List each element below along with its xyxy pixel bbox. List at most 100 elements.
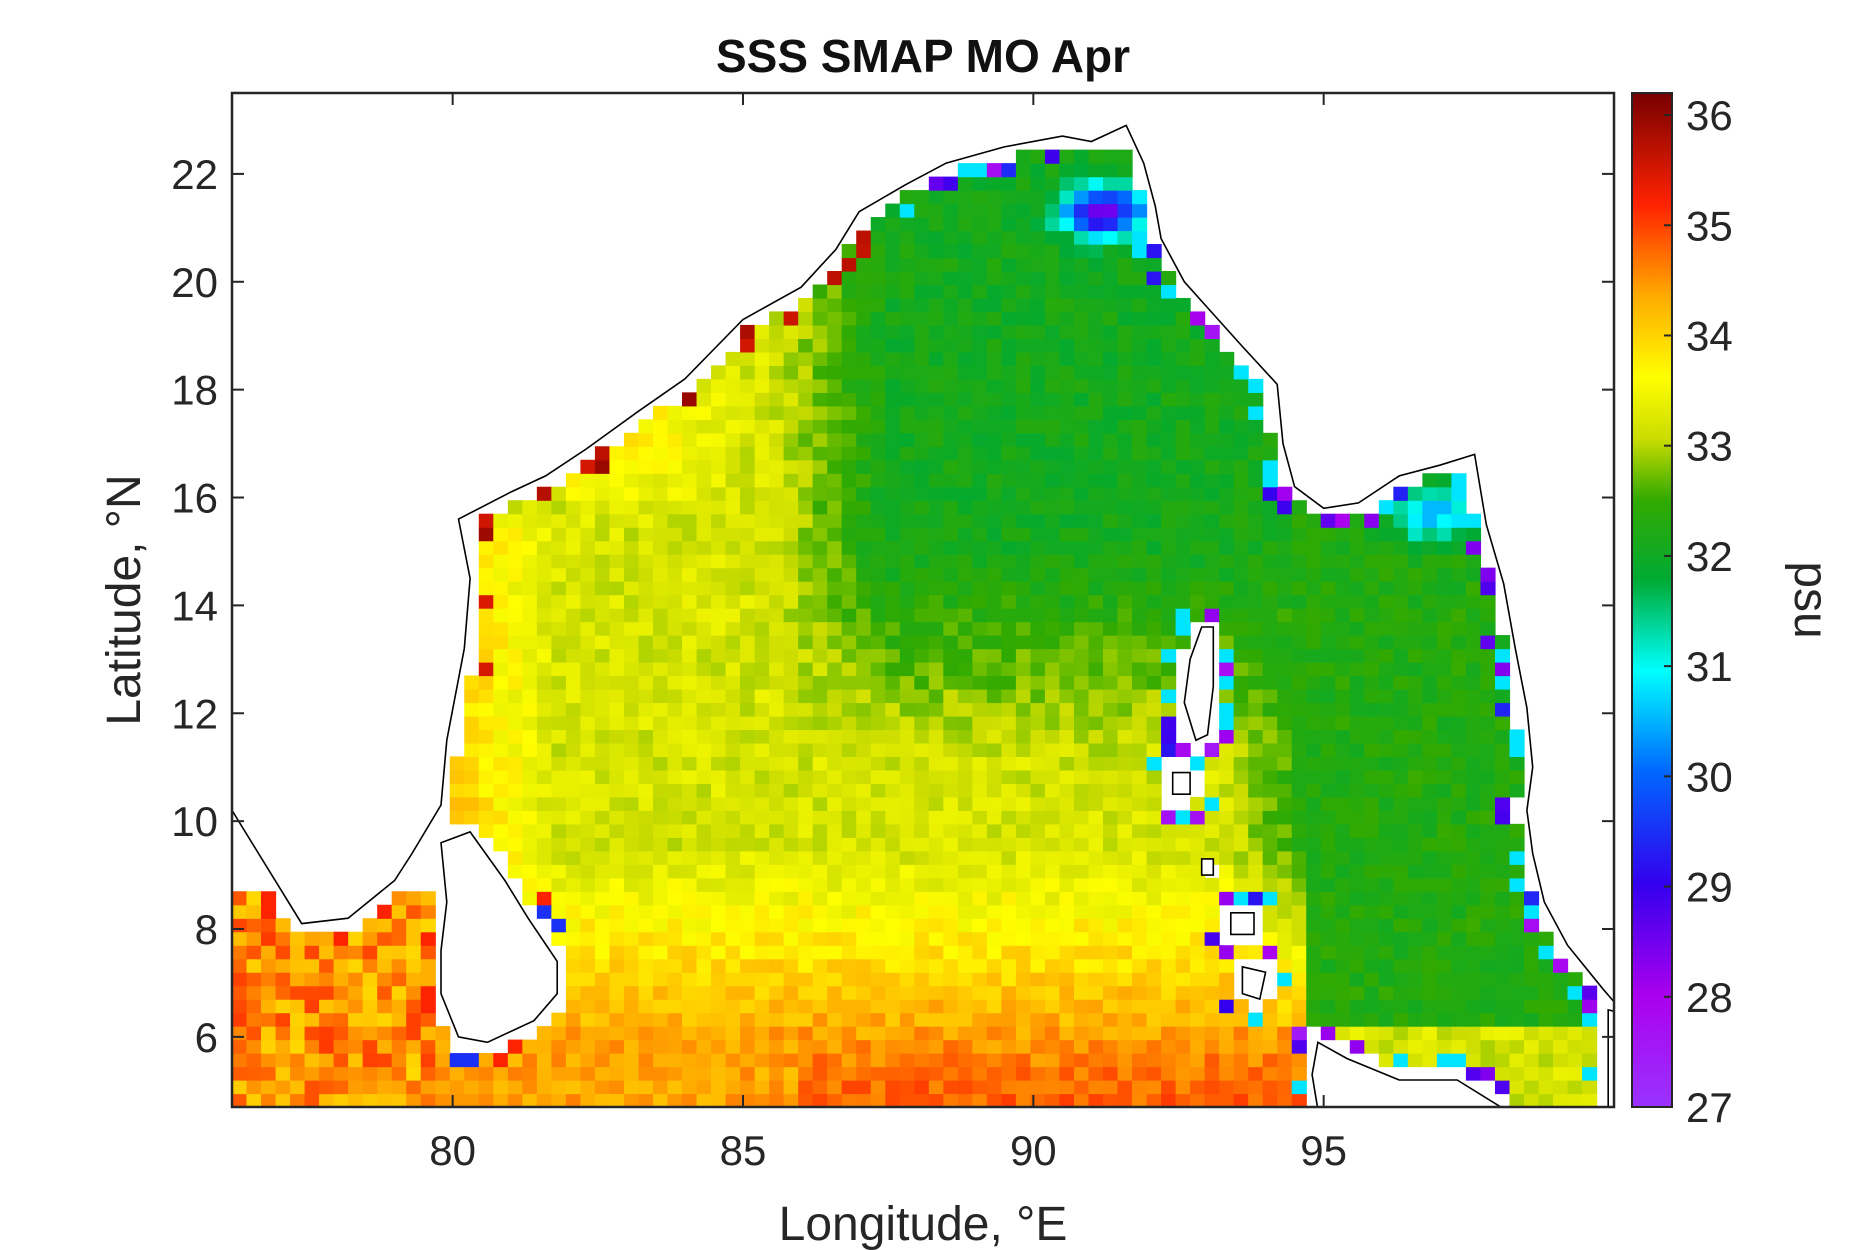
salinity-cell bbox=[1146, 297, 1162, 313]
salinity-cell bbox=[1233, 1093, 1249, 1107]
salinity-cell bbox=[1422, 985, 1438, 1000]
salinity-cell bbox=[493, 594, 509, 609]
salinity-cell bbox=[943, 877, 959, 892]
salinity-cell bbox=[1422, 783, 1438, 798]
salinity-cell bbox=[594, 486, 611, 501]
salinity-cell bbox=[798, 594, 814, 609]
salinity-cell bbox=[1015, 796, 1032, 811]
salinity-cell bbox=[420, 1026, 436, 1041]
salinity-cell bbox=[652, 931, 669, 946]
salinity-cell bbox=[740, 567, 756, 582]
salinity-cell bbox=[1146, 1012, 1162, 1027]
salinity-cell bbox=[1422, 1026, 1438, 1041]
salinity-cell bbox=[986, 554, 1002, 569]
salinity-cell bbox=[1436, 554, 1453, 569]
salinity-cell bbox=[899, 877, 915, 892]
salinity-cell bbox=[957, 796, 973, 811]
salinity-cell bbox=[1524, 1026, 1540, 1041]
salinity-cell bbox=[812, 742, 828, 758]
salinity-cell bbox=[682, 419, 698, 434]
salinity-cell bbox=[1422, 756, 1438, 771]
salinity-cell bbox=[1059, 581, 1075, 596]
salinity-cell bbox=[1190, 945, 1206, 960]
salinity-cell bbox=[1436, 796, 1453, 811]
salinity-cell bbox=[1349, 864, 1365, 879]
salinity-cell bbox=[638, 1026, 654, 1041]
salinity-cell bbox=[1132, 217, 1148, 232]
salinity-cell bbox=[1190, 796, 1206, 811]
salinity-cell bbox=[682, 1080, 698, 1095]
salinity-cell bbox=[1277, 742, 1293, 758]
salinity-cell bbox=[1306, 904, 1322, 919]
salinity-cell bbox=[1190, 540, 1206, 555]
salinity-cell bbox=[972, 662, 988, 677]
salinity-cell bbox=[1146, 486, 1162, 501]
salinity-cell bbox=[594, 1026, 611, 1041]
salinity-cell bbox=[1204, 823, 1220, 838]
salinity-cell bbox=[1349, 904, 1365, 919]
salinity-cell bbox=[1480, 662, 1496, 677]
salinity-cell bbox=[1088, 877, 1104, 892]
salinity-cell bbox=[914, 432, 930, 447]
colorbar-tick-label: 28 bbox=[1686, 974, 1733, 1021]
salinity-cell bbox=[464, 742, 480, 758]
salinity-cell bbox=[609, 513, 625, 528]
salinity-cell bbox=[899, 1012, 915, 1027]
salinity-cell bbox=[827, 324, 843, 340]
salinity-cell bbox=[1001, 1093, 1017, 1107]
salinity-cell bbox=[943, 972, 959, 987]
salinity-cell bbox=[1103, 877, 1119, 892]
salinity-cell bbox=[391, 1012, 407, 1027]
salinity-cell bbox=[856, 459, 872, 474]
salinity-cell bbox=[1146, 729, 1162, 744]
salinity-cell bbox=[1001, 257, 1017, 272]
salinity-cell bbox=[986, 769, 1002, 784]
salinity-cell bbox=[1117, 473, 1133, 488]
salinity-cell bbox=[667, 891, 683, 906]
salinity-cell bbox=[841, 378, 857, 393]
salinity-cell bbox=[1277, 1080, 1293, 1095]
salinity-cell bbox=[1436, 1026, 1453, 1041]
salinity-cell bbox=[856, 918, 872, 933]
salinity-cell bbox=[1001, 729, 1017, 744]
salinity-cell bbox=[928, 1066, 944, 1081]
salinity-cell bbox=[1103, 742, 1119, 758]
salinity-cell bbox=[580, 864, 596, 879]
salinity-cell bbox=[246, 945, 262, 960]
salinity-cell bbox=[841, 958, 857, 973]
salinity-cell bbox=[870, 1026, 886, 1041]
salinity-cell bbox=[261, 1012, 277, 1027]
salinity-cell bbox=[725, 823, 741, 838]
salinity-cell bbox=[711, 688, 727, 704]
salinity-cell bbox=[1015, 486, 1032, 501]
salinity-cell bbox=[1030, 270, 1046, 286]
salinity-cell bbox=[899, 1093, 915, 1107]
salinity-cell bbox=[1465, 635, 1482, 650]
salinity-cell bbox=[1306, 864, 1322, 879]
salinity-cell bbox=[711, 527, 727, 542]
salinity-cell bbox=[1132, 1053, 1148, 1068]
salinity-cell bbox=[740, 1053, 756, 1068]
salinity-cell bbox=[769, 985, 785, 1000]
salinity-cell bbox=[667, 783, 683, 798]
salinity-cell bbox=[972, 702, 988, 717]
salinity-cell bbox=[1465, 702, 1482, 717]
salinity-cell bbox=[1407, 540, 1423, 555]
salinity-cell bbox=[1335, 904, 1351, 919]
salinity-cell bbox=[885, 648, 901, 663]
salinity-cell bbox=[870, 581, 886, 596]
salinity-cell bbox=[1436, 918, 1453, 933]
salinity-cell bbox=[1494, 1080, 1511, 1095]
salinity-cell bbox=[943, 1080, 959, 1095]
salinity-cell bbox=[1393, 918, 1409, 933]
salinity-cell bbox=[1248, 513, 1264, 528]
salinity-cell bbox=[1088, 351, 1104, 366]
salinity-cell bbox=[725, 351, 741, 366]
salinity-cell bbox=[1132, 877, 1148, 892]
salinity-cell bbox=[1001, 810, 1017, 825]
salinity-cell bbox=[1161, 1012, 1177, 1027]
salinity-cell bbox=[594, 837, 611, 852]
salinity-cell bbox=[827, 837, 843, 852]
salinity-cell bbox=[667, 999, 683, 1014]
salinity-cell bbox=[246, 1066, 262, 1081]
